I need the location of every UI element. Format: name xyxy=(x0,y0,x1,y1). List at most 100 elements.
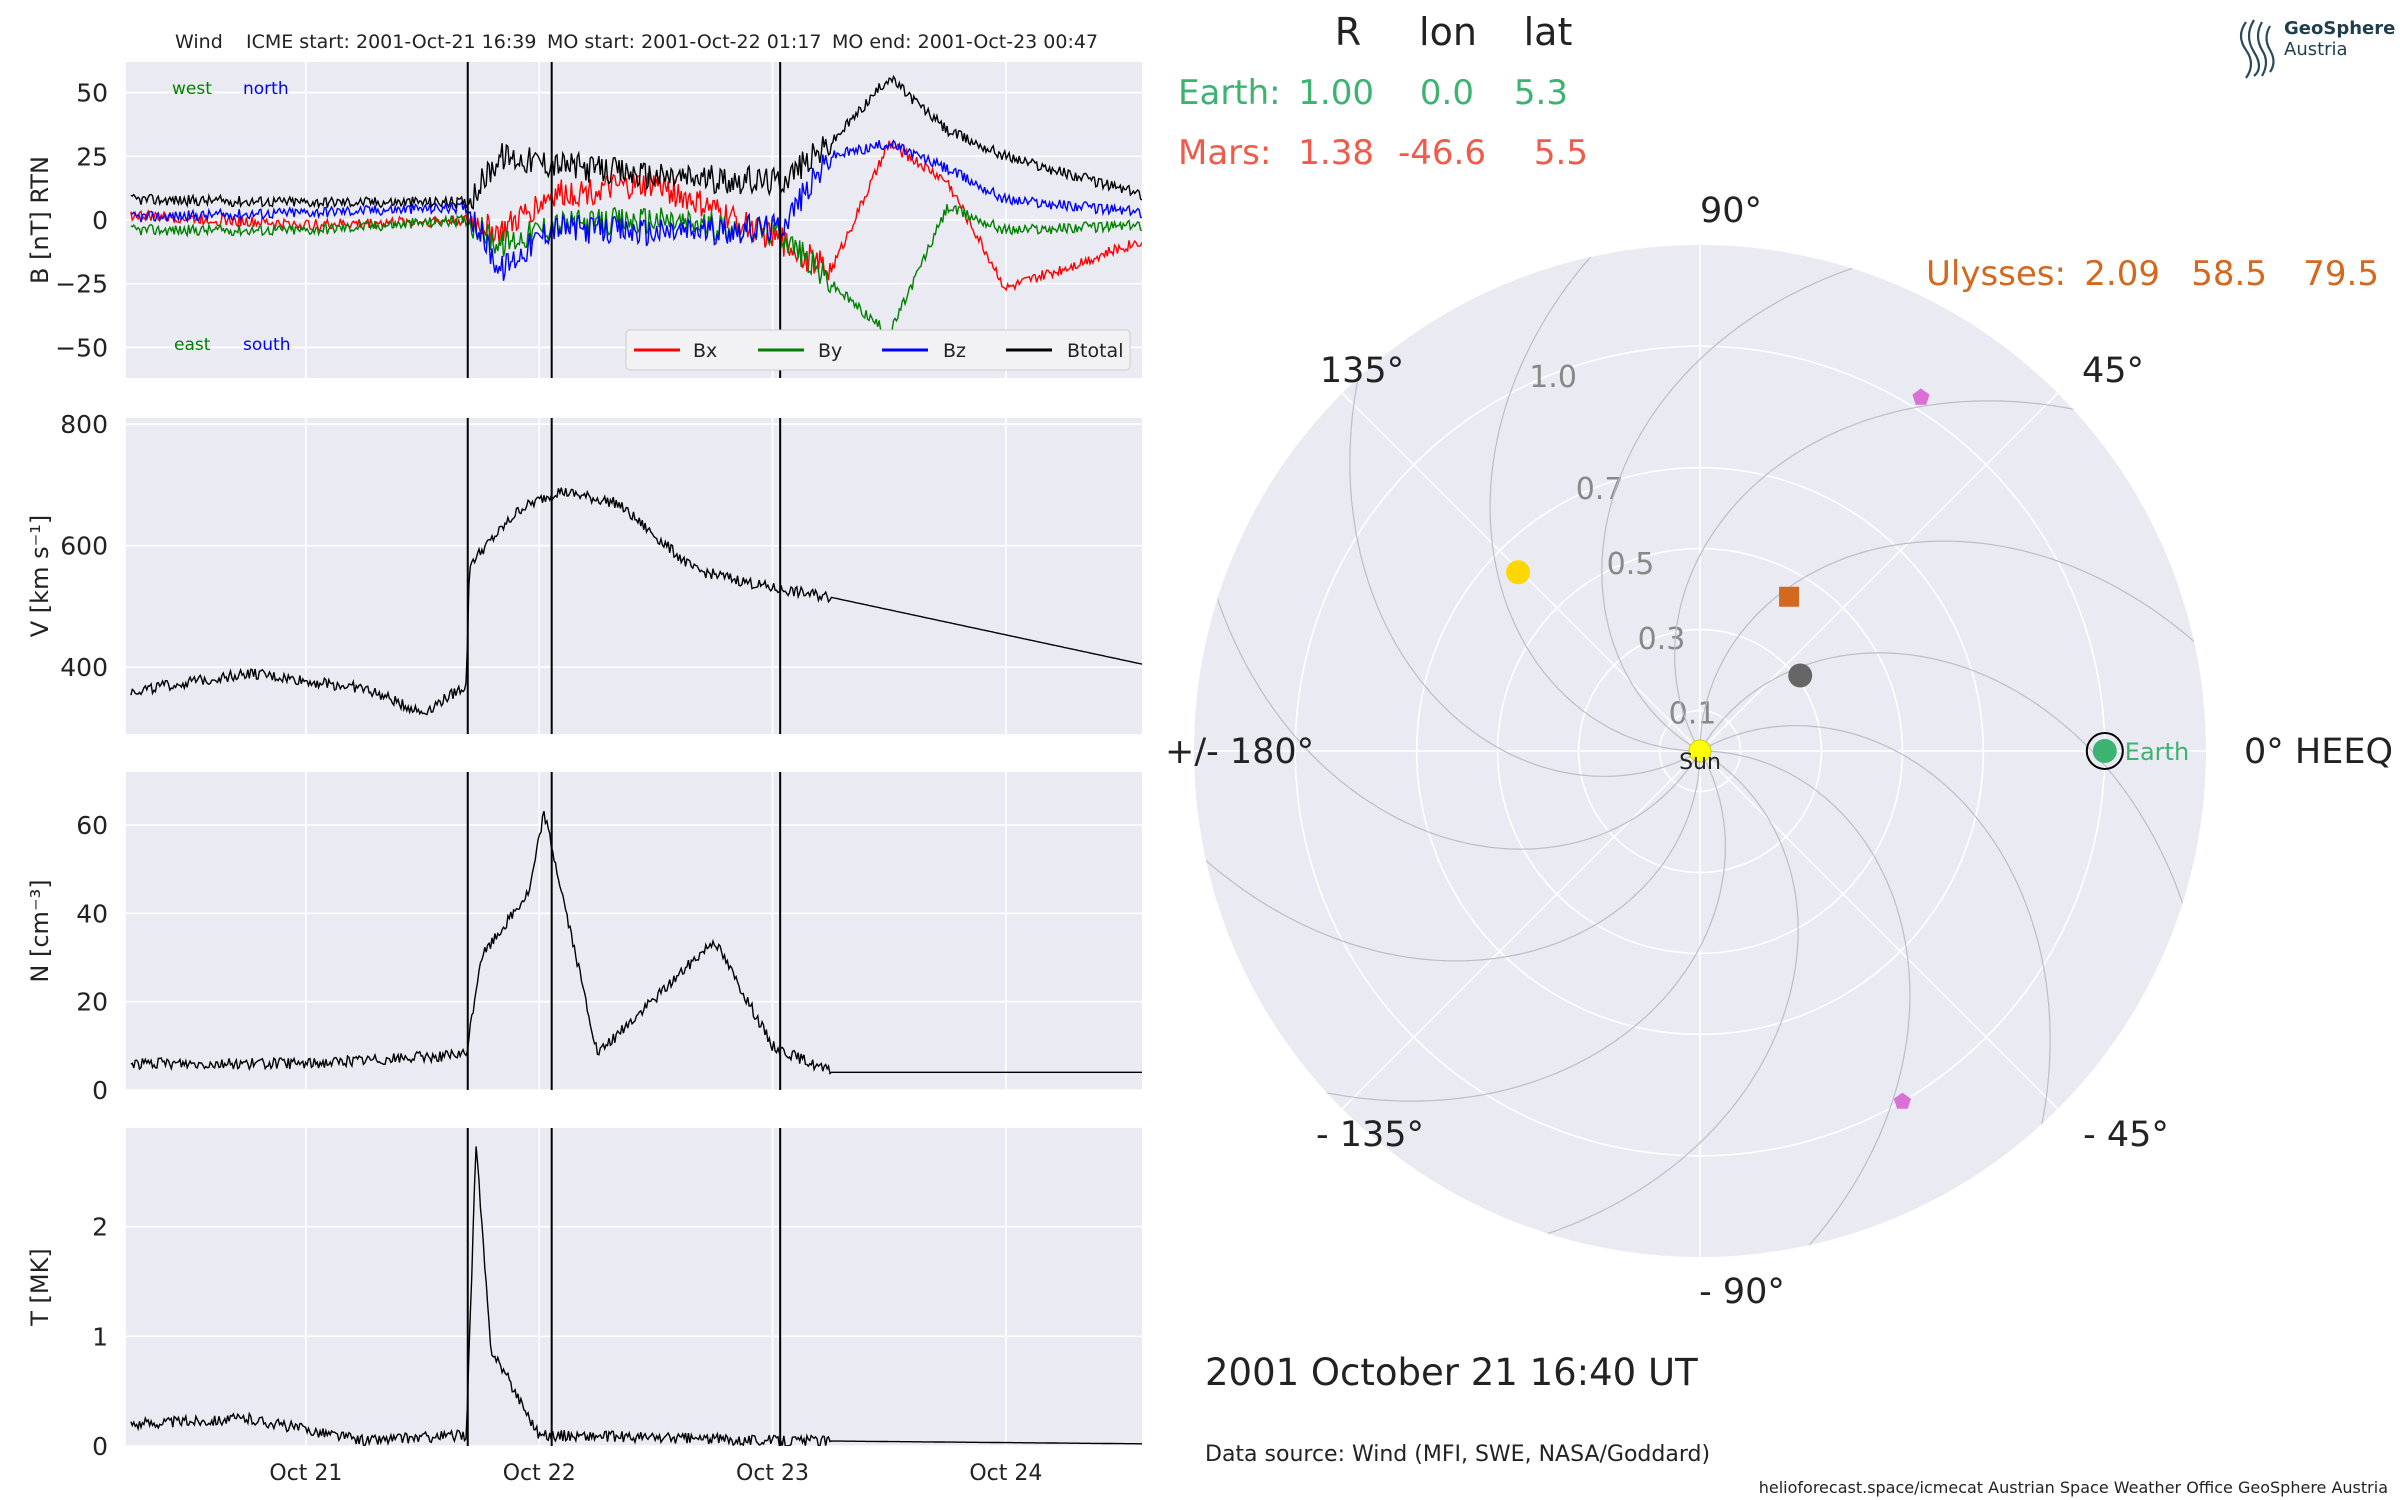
data-source-text: Data source: Wind (MFI, SWE, NASA/Goddar… xyxy=(1205,1442,1710,1467)
x-tick-label: Oct 24 xyxy=(969,1461,1042,1486)
r-tick-label: 0.5 xyxy=(1607,547,1655,582)
series-line-Btotal xyxy=(130,74,1142,211)
parker-spiral-arm xyxy=(1674,400,2087,752)
earth-row-r: 1.00 xyxy=(1298,73,1374,113)
angle-label: 45° xyxy=(2082,351,2144,391)
earth-orbit-ring xyxy=(2085,732,2124,770)
r-tick-label: 0.1 xyxy=(1669,697,1717,732)
sun-marker xyxy=(1688,739,1712,763)
east-annotation: east xyxy=(174,335,211,355)
y-axis-label: B [nT] RTN xyxy=(26,156,54,284)
logo-line1: GeoSphere xyxy=(2284,18,2395,39)
angle-label: 135° xyxy=(1320,351,1404,391)
west-annotation: west xyxy=(172,79,212,99)
header-icme-start: ICME start: 2001-Oct-21 16:39 xyxy=(246,31,536,53)
parker-spiral-arm xyxy=(1699,725,2051,1138)
parker-spiral-arm xyxy=(1700,750,1911,1256)
spacecraft-square-marker xyxy=(1779,586,1800,607)
positions-table: R lon lat Earth: 1.00 0.0 5.3 Mars: 1.38… xyxy=(1178,10,2379,294)
ulysses-row-lat: 79.5 xyxy=(2303,254,2379,294)
b-legend: Bx By Bz Btotal xyxy=(625,329,1131,371)
x-tick-label: Oct 22 xyxy=(503,1461,576,1486)
y-tick-label: 50 xyxy=(76,79,108,108)
header-mo-start: MO start: 2001-Oct-22 01:17 xyxy=(547,31,822,53)
legend-box xyxy=(625,329,1131,371)
parker-spiral-arm xyxy=(1699,540,2205,751)
parker-spiral-arm xyxy=(1489,246,1700,752)
y-tick-label: 600 xyxy=(60,532,108,561)
header-spacecraft: Wind xyxy=(175,31,223,53)
parker-spiral-arm xyxy=(1195,751,1701,962)
header-mo-end: MO end: 2001-Oct-23 00:47 xyxy=(832,31,1098,53)
temperature-panel: 2 1 0 Oct 21 Oct 22 Oct 23 Oct 24 T [MK] xyxy=(26,1128,1142,1486)
angle-label: - 45° xyxy=(2083,1115,2169,1155)
r-tick-label: 0.7 xyxy=(1576,472,1624,507)
magnetic-field-panel: 50 25 0 −25 −50 B [nT] RTN xyxy=(26,62,1142,378)
date-text: 2001 October 21 16:40 UT xyxy=(1205,1351,1698,1394)
x-tick-label: Oct 21 xyxy=(269,1461,342,1486)
angle-label: - 90° xyxy=(1699,1272,1785,1312)
mars-row-r: 1.38 xyxy=(1298,133,1374,173)
geosphere-logo: GeoSphere Austria xyxy=(2239,18,2395,79)
angle-label: 90° xyxy=(1700,191,1762,231)
earth-marker xyxy=(2092,739,2117,763)
logo-line2: Austria xyxy=(2284,39,2348,60)
series-line-Bz xyxy=(130,139,1142,281)
y-axis-label: N [cm⁻³] xyxy=(26,879,54,982)
legend-by-label: By xyxy=(818,340,842,362)
ulysses-row-lon: 58.5 xyxy=(2191,254,2267,294)
mars-row-lat: 5.5 xyxy=(1534,133,1588,173)
angle-label: 0° HEEQ xyxy=(2244,732,2393,772)
y-tick-label: 40 xyxy=(76,899,108,928)
y-tick-label: 60 xyxy=(76,811,108,840)
sun-label: Sun xyxy=(1679,750,1721,775)
r-tick-label: 1.0 xyxy=(1529,360,1577,395)
y-axis-label: T [MK] xyxy=(26,1248,54,1326)
y-tick-label: 2 xyxy=(92,1213,108,1242)
y-tick-label: 0 xyxy=(92,1076,108,1105)
plot-background xyxy=(126,1128,1142,1446)
y-tick-label: 0 xyxy=(92,206,108,235)
logo-swirl-icon xyxy=(2239,19,2275,79)
y-tick-label: −25 xyxy=(55,270,108,299)
footer-text: helioforecast.space/icmecat Austrian Spa… xyxy=(1759,1478,2388,1497)
legend-bx-label: Bx xyxy=(693,340,717,362)
ulysses-row-name: Ulysses: xyxy=(1926,254,2066,294)
planet-marker xyxy=(1788,663,1813,688)
y-tick-label: 20 xyxy=(76,988,108,1017)
x-tick-label: Oct 23 xyxy=(736,1461,809,1486)
parker-spiral-arm xyxy=(1534,750,1799,1239)
series-line-temperature xyxy=(130,1146,1142,1446)
earth-label: Earth xyxy=(2125,738,2189,766)
ulysses-row-r: 2.09 xyxy=(2084,254,2160,294)
y-tick-label: 0 xyxy=(92,1432,108,1461)
legend-btotal-label: Btotal xyxy=(1067,340,1123,362)
y-tick-label: 800 xyxy=(60,410,108,439)
col-header-r: R xyxy=(1335,10,1361,54)
y-tick-label: 400 xyxy=(60,653,108,682)
series-line-By xyxy=(130,204,1142,341)
parker-spiral-arm xyxy=(1313,750,1726,1102)
density-panel: 60 40 20 0 N [cm⁻³] xyxy=(26,772,1142,1105)
angle-label: +/- 180° xyxy=(1165,732,1314,772)
mars-row-name: Mars: xyxy=(1178,133,1271,173)
legend-bz-label: Bz xyxy=(943,340,966,362)
north-annotation: north xyxy=(243,79,289,99)
planet-marker xyxy=(1506,560,1531,585)
parker-spiral-arm xyxy=(1212,585,1701,850)
series-line-density xyxy=(130,810,1142,1075)
earth-row-lat: 5.3 xyxy=(1514,73,1568,113)
parker-spiral-arm xyxy=(1349,364,1701,777)
plot-background xyxy=(126,772,1142,1090)
spacecraft-pentagon-marker xyxy=(1912,388,1930,405)
earth-row-lon: 0.0 xyxy=(1420,73,1474,113)
col-header-lat: lat xyxy=(1524,10,1573,54)
mars-row-lon: -46.6 xyxy=(1398,133,1486,173)
col-header-lon: lon xyxy=(1419,10,1477,54)
parker-spiral-arm xyxy=(1699,652,2188,917)
angle-label: - 135° xyxy=(1316,1115,1424,1155)
r-tick-label: 0.3 xyxy=(1638,622,1686,657)
plot-background xyxy=(126,418,1142,734)
